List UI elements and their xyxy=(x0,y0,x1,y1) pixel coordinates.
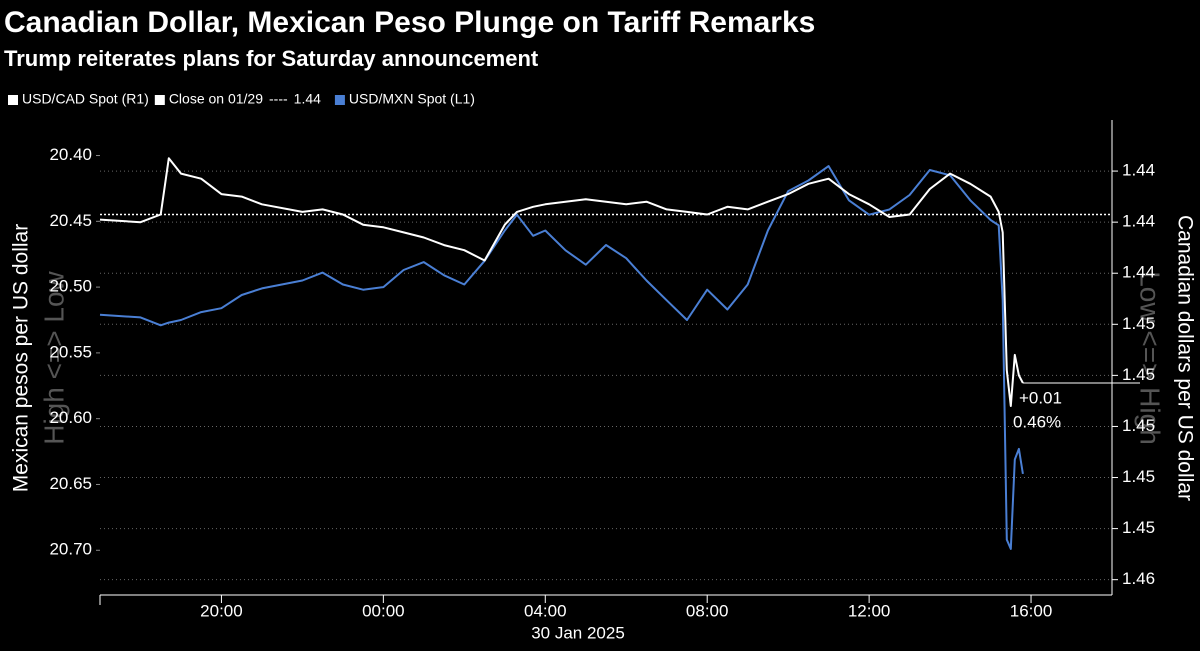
y-direction-label: High <=> Low xyxy=(38,270,69,444)
y2-tick-label: 1.45 xyxy=(1122,365,1155,384)
y-tick-label: 20.55 xyxy=(49,342,92,361)
y2-axis-label: Canadian dollars per US dollar xyxy=(1173,215,1196,501)
y-axis-label: Mexican pesos per US dollar xyxy=(10,224,33,492)
legend-label: 1.44 xyxy=(294,91,321,107)
legend-label: USD/MXN Spot (L1) xyxy=(349,91,475,107)
x-axis-label: 30 Jan 2025 xyxy=(531,623,625,642)
x-tick-label: 00:00 xyxy=(362,601,405,620)
y2-tick-label: 1.44 xyxy=(1122,263,1155,282)
y-tick-label: 20.65 xyxy=(49,474,92,493)
series-line xyxy=(99,157,1024,407)
y2-tick-label: 1.45 xyxy=(1122,314,1155,333)
y-tick-label: 20.45 xyxy=(49,211,92,230)
y2-tick-label: 1.45 xyxy=(1122,467,1155,486)
legend-label: ---- xyxy=(269,91,288,107)
y-tick-label: 20.50 xyxy=(49,277,92,296)
x-tick-label: 08:00 xyxy=(686,601,729,620)
y-tick-label: 20.60 xyxy=(49,408,92,427)
legend-swatch xyxy=(8,95,18,105)
y2-tick-label: 1.44 xyxy=(1122,161,1155,180)
chart-subtitle: Trump reiterates plans for Saturday anno… xyxy=(4,46,539,71)
legend-label: USD/CAD Spot (R1) xyxy=(22,91,149,107)
annotation-pct: 0.46% xyxy=(1013,413,1061,432)
x-tick-label: 12:00 xyxy=(848,601,891,620)
y2-direction-label: Low <=> High xyxy=(1135,271,1166,445)
annotation-change: +0.01 xyxy=(1019,389,1062,408)
y2-tick-label: 1.45 xyxy=(1122,518,1155,537)
series-line xyxy=(99,165,1024,550)
y2-tick-label: 1.44 xyxy=(1122,212,1155,231)
legend-swatch xyxy=(154,95,165,105)
x-tick-label: 04:00 xyxy=(524,601,567,620)
y2-tick-label: 1.45 xyxy=(1122,416,1155,435)
x-tick-label: 20:00 xyxy=(200,601,243,620)
y2-tick-label: 1.46 xyxy=(1122,569,1155,588)
legend-label: Close on 01/29 xyxy=(169,91,263,107)
x-tick-label: 16:00 xyxy=(1010,601,1053,620)
chart-title: Canadian Dollar, Mexican Peso Plunge on … xyxy=(4,6,815,39)
legend-swatch xyxy=(334,95,345,105)
y-tick-label: 20.40 xyxy=(49,145,92,164)
y-tick-label: 20.70 xyxy=(49,540,92,559)
